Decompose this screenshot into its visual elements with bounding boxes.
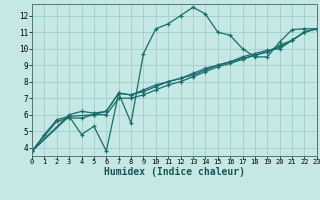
X-axis label: Humidex (Indice chaleur): Humidex (Indice chaleur) [104, 167, 245, 177]
